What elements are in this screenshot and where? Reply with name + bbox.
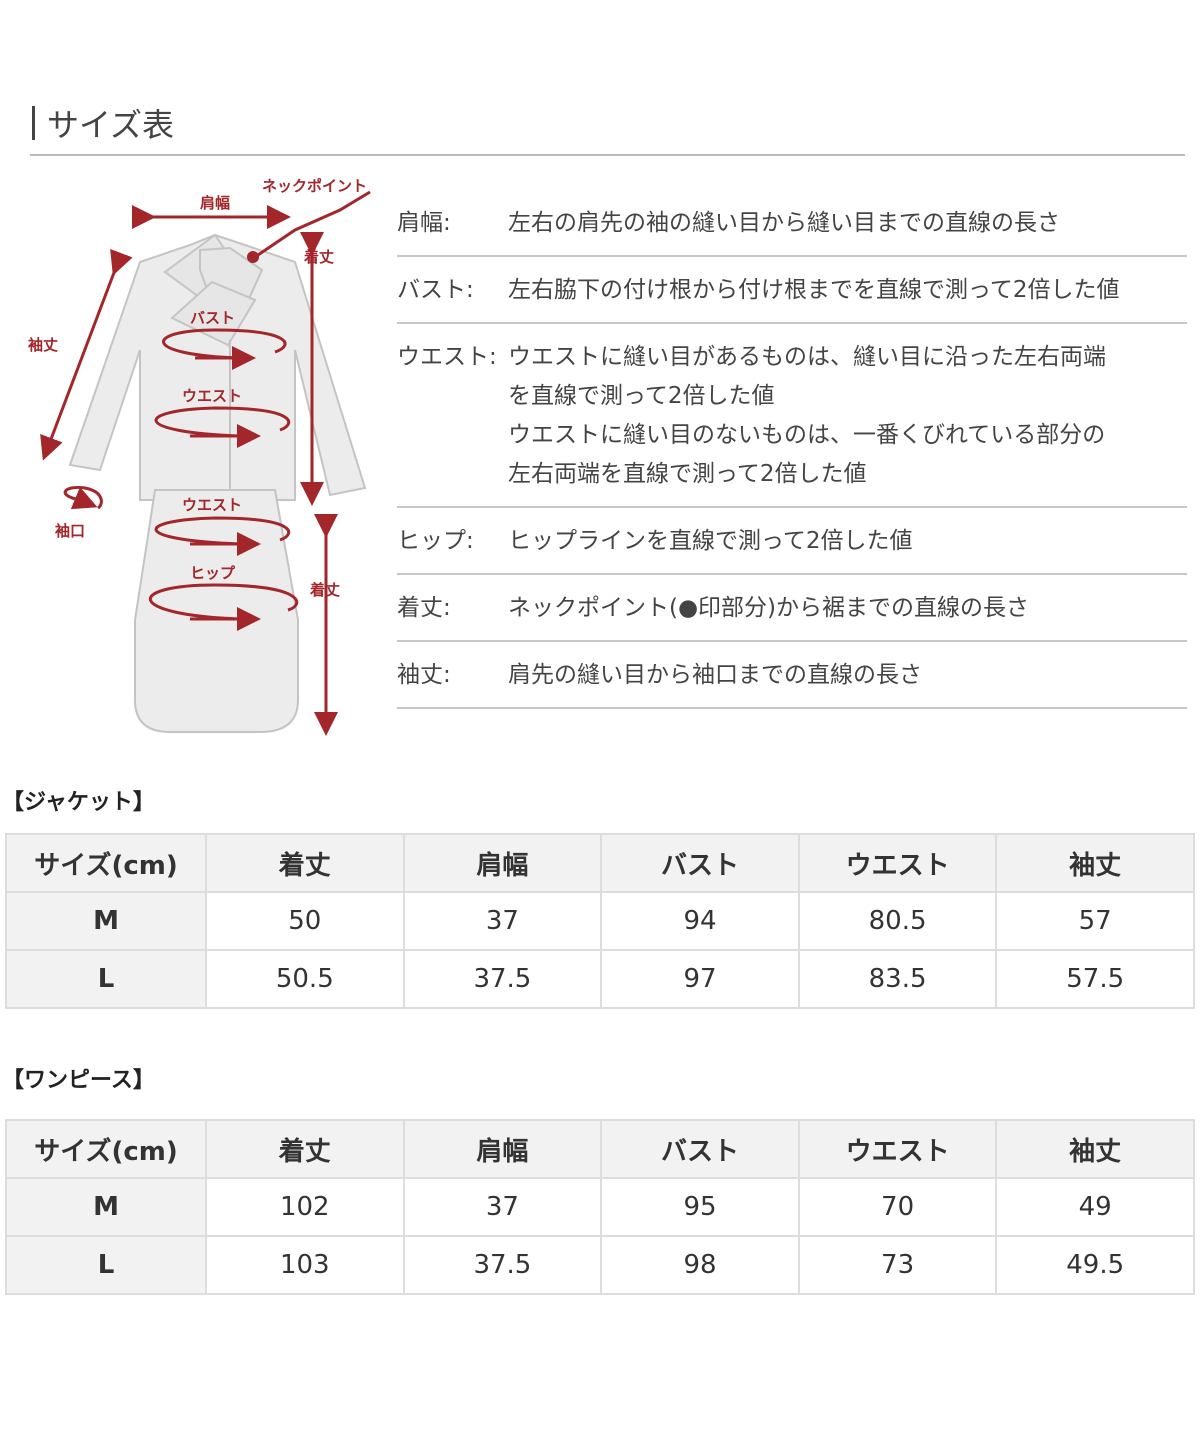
def-text: 左右脇下の付け根から付け根までを直線で測って2倍した値 bbox=[508, 277, 1120, 303]
def-text: 肩先の縫い目から袖口までの直線の長さ bbox=[508, 662, 922, 688]
def-label: 肩幅: bbox=[397, 210, 451, 236]
value-cell: 57 bbox=[995, 891, 1195, 951]
value-cell: 102 bbox=[205, 1177, 405, 1237]
neck-point-dot bbox=[247, 251, 259, 263]
definition-hip: ヒップ: ヒップラインを直線で測って2倍した値 bbox=[397, 508, 1187, 575]
column-header: バスト bbox=[600, 1119, 800, 1179]
def-label: ウエスト: bbox=[397, 344, 497, 370]
column-header: ウエスト bbox=[797, 833, 998, 893]
value-cell: 37.5 bbox=[402, 949, 603, 1009]
def-label: ヒップ: bbox=[397, 528, 474, 554]
size-cell: M bbox=[5, 1177, 207, 1237]
page-title: サイズ表 bbox=[32, 100, 174, 146]
value-cell: 103 bbox=[205, 1235, 405, 1295]
value-cell: 37.5 bbox=[402, 1235, 603, 1295]
header-row: サイズ(cm) 着丈 肩幅 バスト ウエスト 袖丈 bbox=[5, 833, 1195, 893]
label-shoulder: 肩幅 bbox=[200, 194, 230, 212]
label-bust: バスト bbox=[190, 309, 235, 327]
value-cell: 97 bbox=[600, 949, 800, 1009]
def-text: 左右両端を直線で測って2倍した値 bbox=[508, 461, 867, 487]
value-cell: 83.5 bbox=[797, 949, 998, 1009]
measure-arrows bbox=[40, 190, 371, 736]
value-cell: 37 bbox=[402, 891, 603, 951]
label-neck-point: ネックポイント bbox=[262, 177, 367, 195]
label-cuff: 袖口 bbox=[55, 522, 85, 540]
value-cell: 80.5 bbox=[797, 891, 998, 951]
column-header: 着丈 bbox=[205, 833, 405, 893]
value-cell: 95 bbox=[600, 1177, 800, 1237]
def-text: ヒップラインを直線で測って2倍した値 bbox=[508, 528, 913, 554]
value-cell: 37 bbox=[402, 1177, 603, 1237]
label-length-top: 着丈 bbox=[303, 248, 334, 266]
definition-shoulder: 肩幅: 左右の肩先の袖の縫い目から縫い目までの直線の長さ bbox=[397, 190, 1187, 257]
column-header: 袖丈 bbox=[995, 833, 1195, 893]
definition-length: 着丈: ネックポイント(●印部分)から裾までの直線の長さ bbox=[397, 575, 1187, 642]
table-row: L 103 37.5 98 73 49.5 bbox=[5, 1235, 1195, 1295]
def-text: ネックポイント(●印部分)から裾までの直線の長さ bbox=[508, 595, 1030, 621]
garment-diagram: 肩幅 ネックポイント 着丈 袖丈 バスト ウエスト ウエスト 袖口 ヒップ 着丈 bbox=[28, 177, 371, 736]
dress-section-title: 【ワンピース】 bbox=[2, 1068, 155, 1093]
def-text: ウエストに縫い目があるものは、縫い目に沿った左右両端 bbox=[508, 344, 1106, 370]
column-header: サイズ(cm) bbox=[5, 1119, 207, 1179]
label-waist-skirt: ウエスト bbox=[182, 496, 242, 514]
label-sleeve: 袖丈 bbox=[28, 336, 58, 354]
measurement-definitions: 肩幅: 左右の肩先の袖の縫い目から縫い目までの直線の長さ バスト: 左右脇下の付け根… bbox=[397, 190, 1187, 709]
label-length-skirt: 着丈 bbox=[309, 581, 340, 599]
sleeve-arrow bbox=[40, 248, 133, 461]
size-cell: L bbox=[5, 949, 207, 1009]
title-text: サイズ表 bbox=[47, 106, 175, 144]
jacket-section-title: 【ジャケット】 bbox=[2, 790, 155, 815]
header-row: サイズ(cm) 着丈 肩幅 バスト ウエスト 袖丈 bbox=[5, 1119, 1195, 1179]
value-cell: 98 bbox=[600, 1235, 800, 1295]
jacket-size-table: サイズ(cm) 着丈 肩幅 バスト ウエスト 袖丈 M 50 37 94 80.5 57 L 50.5 37… bbox=[5, 833, 1195, 1009]
column-header: サイズ(cm) bbox=[5, 833, 207, 893]
column-header: 着丈 bbox=[205, 1119, 405, 1179]
column-header: 肩幅 bbox=[402, 1119, 603, 1179]
def-label: 袖丈: bbox=[397, 662, 451, 688]
value-cell: 94 bbox=[600, 891, 800, 951]
value-cell: 57.5 bbox=[995, 949, 1195, 1009]
column-header: バスト bbox=[600, 833, 800, 893]
label-waist-top: ウエスト bbox=[182, 387, 242, 405]
value-cell: 73 bbox=[797, 1235, 998, 1295]
value-cell: 49 bbox=[995, 1177, 1195, 1237]
size-cell: M bbox=[5, 891, 207, 951]
column-header: ウエスト bbox=[797, 1119, 998, 1179]
definition-sleeve: 袖丈: 肩先の縫い目から袖口までの直線の長さ bbox=[397, 642, 1187, 709]
bust-loop bbox=[162, 328, 287, 360]
table-row: M 50 37 94 80.5 57 bbox=[5, 891, 1195, 951]
column-header: 袖丈 bbox=[995, 1119, 1195, 1179]
column-header: 肩幅 bbox=[402, 833, 603, 893]
def-text: を直線で測って2倍した値 bbox=[508, 383, 775, 409]
value-cell: 50.5 bbox=[205, 949, 405, 1009]
table-row: L 50.5 37.5 97 83.5 57.5 bbox=[5, 949, 1195, 1009]
definition-bust: バスト: 左右脇下の付け根から付け根までを直線で測って2倍した値 bbox=[397, 257, 1187, 324]
def-label: 着丈: bbox=[397, 595, 451, 621]
divider bbox=[30, 154, 1185, 156]
label-hip: ヒップ bbox=[190, 564, 236, 582]
value-cell: 70 bbox=[797, 1177, 998, 1237]
def-text: 左右の肩先の袖の縫い目から縫い目までの直線の長さ bbox=[508, 210, 1060, 236]
size-cell: L bbox=[5, 1235, 207, 1295]
definition-waist: ウエスト: ウエストに縫い目があるものは、縫い目に沿った左右両端 を直線で測って2倍… bbox=[397, 324, 1187, 508]
table-row: M 102 37 95 70 49 bbox=[5, 1177, 1195, 1237]
dress-size-table: サイズ(cm) 着丈 肩幅 バスト ウエスト 袖丈 M 102 37 95 70 49 L 103 37.5… bbox=[5, 1119, 1195, 1295]
value-cell: 50 bbox=[205, 891, 405, 951]
value-cell: 49.5 bbox=[995, 1235, 1195, 1295]
def-text: ウエストに縫い目のないものは、一番くびれている部分の bbox=[508, 422, 1106, 448]
def-label: バスト: bbox=[397, 277, 474, 303]
